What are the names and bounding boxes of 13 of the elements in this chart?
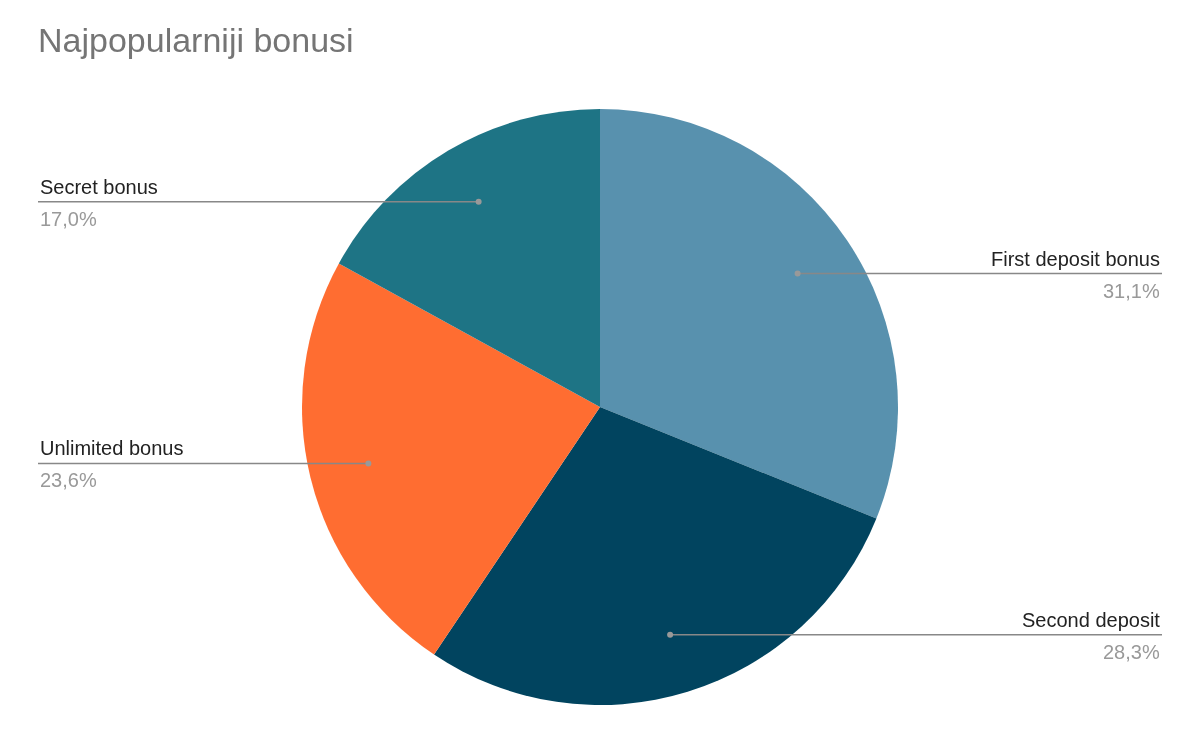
data-label: 17,0% bbox=[40, 208, 97, 230]
slice-label: Unlimited bonus bbox=[40, 437, 184, 459]
pie-slice bbox=[434, 407, 877, 705]
slice-label: First deposit bonus bbox=[991, 248, 1160, 270]
chart-title: Najpopularniji bonusi bbox=[38, 20, 354, 59]
data-label: 28,3% bbox=[1103, 641, 1160, 663]
slice-label: Second deposit bbox=[1022, 609, 1161, 631]
pie-slice bbox=[338, 109, 600, 407]
slice-label: Secret bonus bbox=[40, 176, 158, 198]
data-label: 23,6% bbox=[40, 469, 97, 491]
pie-slice bbox=[600, 109, 898, 519]
data-label: 31,1% bbox=[1103, 280, 1160, 302]
pie-slice bbox=[302, 263, 600, 655]
